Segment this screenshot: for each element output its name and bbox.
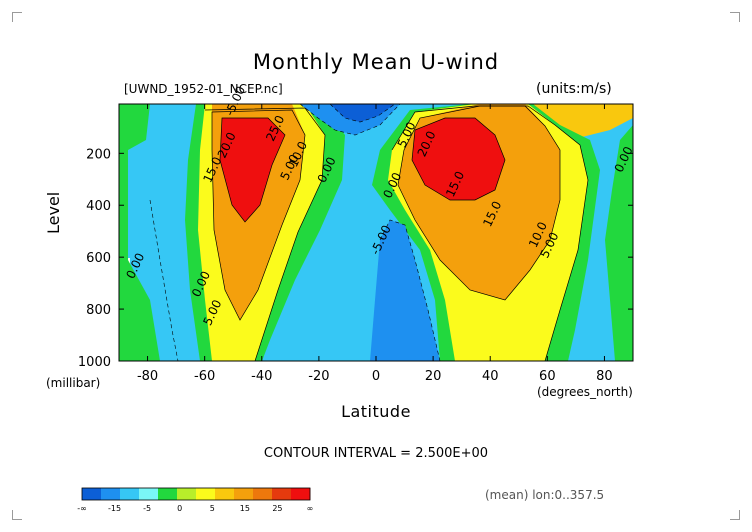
colorbar-swatch	[291, 488, 311, 500]
crop-mark-top-left	[12, 12, 22, 22]
y-tick-label: 200	[86, 147, 111, 162]
region-tropical-easterlies	[370, 220, 440, 361]
x-tick-label: 0	[372, 369, 380, 384]
region-east-positive	[605, 104, 633, 361]
crop-mark-bottom-right	[730, 510, 740, 520]
x-tick-label: -60	[194, 369, 215, 384]
crop-mark-top-right	[730, 12, 740, 22]
x-axis-units: (degrees_north)	[537, 385, 633, 399]
contour-lines	[204, 105, 589, 361]
region-northern-jet-core	[412, 118, 505, 200]
x-axis-label: Latitude	[341, 402, 411, 421]
y-axis-units: (millibar)	[46, 376, 101, 390]
region-polar-jet	[520, 104, 633, 140]
colorbar: -∞ -15 -5 0 5 15 25 ∞	[77, 487, 314, 513]
x-tick-label: -20	[308, 369, 329, 384]
colorbar-swatch	[272, 488, 292, 500]
colorbar-swatch	[196, 488, 216, 500]
colorbar-swatch	[177, 488, 197, 500]
y-tick-label: 1000	[78, 355, 111, 370]
dataset-label: [UWND_1952-01_NCEP.nc]	[124, 82, 283, 96]
x-tick-label: 80	[596, 369, 613, 384]
y-tick-label: 400	[86, 199, 111, 214]
colorbar-tick-label: -∞	[77, 504, 87, 513]
colorbar-swatch	[139, 488, 159, 500]
averaging-note: (mean) lon:0..357.5	[485, 488, 605, 502]
axis-layer: -80 -60 -40 -20 0 20 40 60 80 200 400 600 800 1000	[78, 104, 633, 384]
colorbar-tick-label: 15	[240, 504, 250, 513]
colorbar-swatch	[120, 488, 140, 500]
y-axis-label: Level	[44, 191, 63, 234]
colorbar-swatch	[215, 488, 235, 500]
region-upper-easterlies-core	[330, 104, 395, 122]
colorbar-swatch	[82, 488, 102, 500]
colorbar-swatch	[158, 488, 178, 500]
colorbar-swatch	[253, 488, 273, 500]
colorbar-tick-label: -15	[108, 504, 121, 513]
colorbar-frame	[81, 487, 311, 501]
colorbar-tick-label: 5	[210, 504, 215, 513]
colorbar-swatch	[234, 488, 254, 500]
colorbar-tick-label: 0	[177, 504, 182, 513]
dashed-contour-lines	[149, 104, 441, 361]
x-tick-label: -40	[251, 369, 272, 384]
colorbar-tick-label: -5	[143, 504, 151, 513]
colorbar-tick-label: 25	[272, 504, 282, 513]
region-southern-jet-core	[220, 118, 285, 222]
colorbar-tick-label: ∞	[307, 504, 314, 513]
chart-title: Monthly Mean U-wind	[252, 50, 500, 74]
x-tick-label: -80	[137, 369, 158, 384]
units-label: (units:m/s)	[536, 81, 612, 97]
colorbar-swatch	[101, 488, 121, 500]
x-tick-label: 60	[539, 369, 556, 384]
x-tick-label: 20	[425, 369, 442, 384]
contour-interval-label: CONTOUR INTERVAL = 2.500E+00	[263, 446, 489, 461]
crop-mark-bottom-left	[12, 510, 22, 520]
x-tick-label: 40	[482, 369, 499, 384]
y-tick-label: 600	[86, 251, 111, 266]
region-west-positive	[119, 104, 160, 361]
y-tick-label: 800	[86, 303, 111, 318]
